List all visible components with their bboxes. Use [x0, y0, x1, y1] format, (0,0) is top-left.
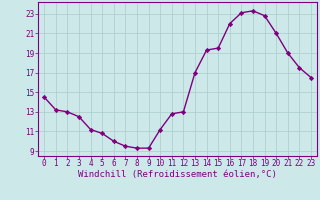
X-axis label: Windchill (Refroidissement éolien,°C): Windchill (Refroidissement éolien,°C) — [78, 170, 277, 179]
